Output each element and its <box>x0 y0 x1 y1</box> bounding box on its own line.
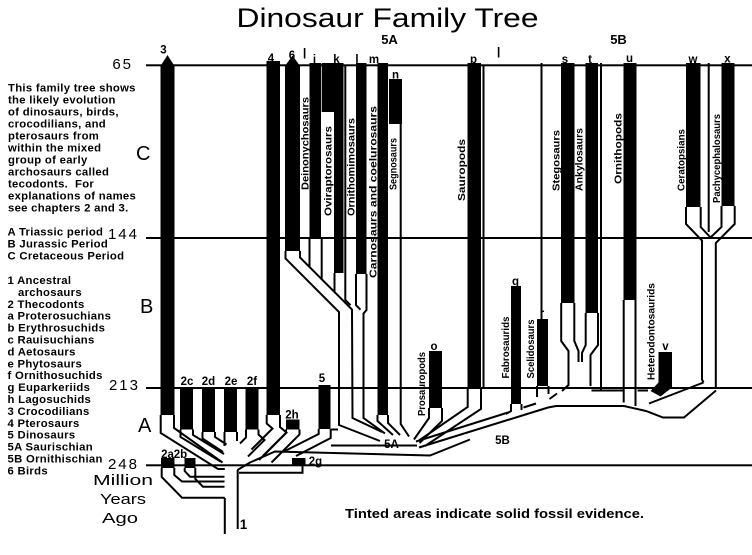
svg-text:f Ornithosuchids: f Ornithosuchids <box>8 370 103 382</box>
svg-text:r: r <box>540 308 545 320</box>
svg-text:5 Dinosaurs: 5 Dinosaurs <box>8 430 76 442</box>
svg-text:4 Pterosaurs: 4 Pterosaurs <box>8 418 80 430</box>
svg-text:the likely evolution: the likely evolution <box>8 95 116 107</box>
svg-text:This family tree shows: This family tree shows <box>8 83 136 95</box>
svg-text:see chapters 2 and 3.: see chapters 2 and 3. <box>8 203 129 215</box>
svg-text:A: A <box>138 415 152 437</box>
svg-text:1 Ancestral: 1 Ancestral <box>8 275 72 287</box>
svg-text:pterosaurs from: pterosaurs from <box>8 131 99 143</box>
svg-text:Pachycephalosaurs: Pachycephalosaurs <box>712 114 723 203</box>
svg-text:Million: Million <box>93 472 153 489</box>
svg-text:k: k <box>333 54 340 66</box>
svg-text:C: C <box>136 143 150 165</box>
svg-text:c Rauisuchians: c Rauisuchians <box>8 335 95 347</box>
svg-text:crocodilians, and: crocodilians, and <box>8 119 106 131</box>
svg-text:x: x <box>724 54 731 66</box>
svg-text:5A: 5A <box>384 439 399 451</box>
svg-text:5B: 5B <box>495 435 510 447</box>
svg-text:group of early: group of early <box>8 155 88 167</box>
svg-text:h Lagosuchids: h Lagosuchids <box>8 394 92 406</box>
svg-text:p: p <box>470 54 477 66</box>
svg-text:Ankylosaurs: Ankylosaurs <box>575 128 586 191</box>
svg-text:within the mixed: within the mixed <box>7 143 101 155</box>
svg-text:2a: 2a <box>161 449 174 461</box>
svg-text:4: 4 <box>268 53 275 65</box>
svg-text:Ornithomimosaurs: Ornithomimosaurs <box>347 118 358 216</box>
svg-text:t: t <box>588 54 592 66</box>
svg-text:B: B <box>140 296 153 318</box>
svg-text:d Aetosaurs: d Aetosaurs <box>8 346 76 358</box>
svg-text:g Euparkeriids: g Euparkeriids <box>8 382 91 394</box>
svg-text:Dinosaur Family Tree: Dinosaur Family Tree <box>237 3 539 33</box>
svg-text:n: n <box>392 70 399 82</box>
svg-text:1: 1 <box>240 517 248 532</box>
svg-text:2b: 2b <box>174 449 187 461</box>
svg-text:q: q <box>512 276 519 288</box>
svg-text:w: w <box>688 54 698 66</box>
svg-text:2d: 2d <box>202 376 215 388</box>
svg-text:Oviraptorosaurs: Oviraptorosaurs <box>324 126 335 216</box>
svg-text:explanations of names: explanations of names <box>8 191 136 203</box>
svg-text:2f: 2f <box>247 376 257 388</box>
svg-text:Ceratopsians: Ceratopsians <box>677 129 688 191</box>
svg-text:l: l <box>355 54 358 66</box>
svg-text:5B Ornithischian: 5B Ornithischian <box>8 454 103 466</box>
svg-text:5A Saurischian: 5A Saurischian <box>8 442 93 454</box>
svg-text:6: 6 <box>289 50 295 62</box>
svg-text:Prosauropods: Prosauropods <box>417 352 428 416</box>
svg-text:2e: 2e <box>225 376 238 388</box>
svg-text:Scelidosaurs: Scelidosaurs <box>526 319 537 378</box>
svg-text:5B: 5B <box>610 32 627 47</box>
svg-text:5A: 5A <box>381 32 398 47</box>
svg-text:B Jurassic Period: B Jurassic Period <box>8 239 109 251</box>
svg-text:2g: 2g <box>309 456 322 468</box>
svg-text:u: u <box>626 53 633 65</box>
svg-text:archosaurs called: archosaurs called <box>8 167 109 179</box>
svg-text:Fabrosaurids: Fabrosaurids <box>501 316 512 378</box>
svg-text:2 Thecodonts: 2 Thecodonts <box>8 299 85 311</box>
svg-text:Ornithopods: Ornithopods <box>614 113 625 184</box>
svg-text:tecodonts. For: tecodonts. For <box>8 179 94 191</box>
svg-text:j: j <box>312 54 316 66</box>
svg-text:2h: 2h <box>285 410 298 422</box>
svg-text:144: 144 <box>108 226 139 243</box>
svg-text:archosaurs: archosaurs <box>18 287 82 299</box>
svg-text:65: 65 <box>112 56 133 73</box>
svg-text:e Phytosaurs: e Phytosaurs <box>8 358 83 370</box>
svg-text:b Erythrosuchids: b Erythrosuchids <box>8 323 106 335</box>
svg-text:213: 213 <box>109 377 140 394</box>
svg-text:2c: 2c <box>181 376 194 388</box>
svg-text:Segnosaurs: Segnosaurs <box>389 138 400 190</box>
svg-text:Heterodontosaurids: Heterodontosaurids <box>647 283 658 380</box>
svg-text:Ago: Ago <box>102 510 138 527</box>
svg-text:248: 248 <box>108 456 139 473</box>
svg-text:6 Birds: 6 Birds <box>8 465 48 477</box>
svg-text:a Proterosuchians: a Proterosuchians <box>8 311 112 323</box>
svg-text:m: m <box>369 54 379 66</box>
svg-text:3 Crocodilians: 3 Crocodilians <box>8 406 90 418</box>
svg-text:s: s <box>562 54 568 66</box>
svg-text:Sauropods: Sauropods <box>457 139 468 201</box>
svg-text:o: o <box>430 341 437 353</box>
svg-text:v: v <box>662 341 669 353</box>
svg-text:3: 3 <box>160 45 166 57</box>
svg-text:5: 5 <box>319 373 326 385</box>
svg-text:Years: Years <box>100 491 146 508</box>
svg-text:of dinosaurs, birds,: of dinosaurs, birds, <box>8 107 119 119</box>
svg-text:Deinonychosaurs: Deinonychosaurs <box>301 97 312 190</box>
svg-text:A Triassic period: A Triassic period <box>8 227 104 239</box>
svg-text:Tinted areas indicate solid fo: Tinted areas indicate solid fossil evide… <box>345 506 644 521</box>
svg-text:C Cretaceous Period: C Cretaceous Period <box>8 251 125 263</box>
svg-text:Stegosaurs: Stegosaurs <box>552 130 563 191</box>
svg-text:Carnosaurs and coelurosaurs: Carnosaurs and coelurosaurs <box>369 106 380 278</box>
